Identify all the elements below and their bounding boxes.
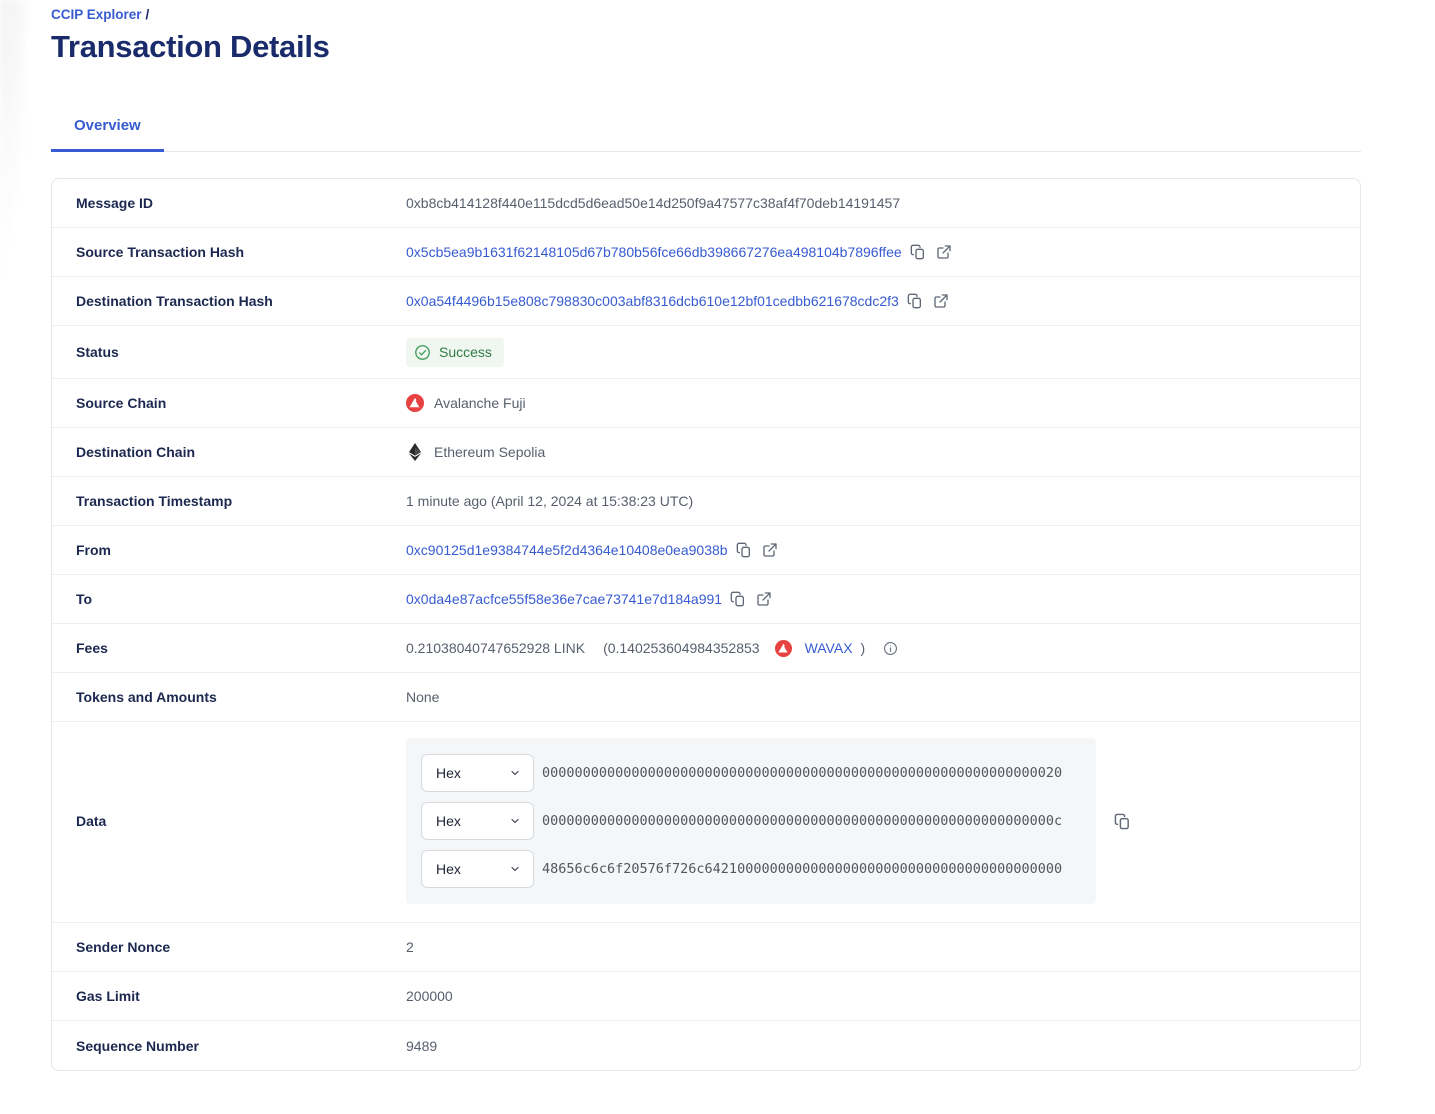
sender-nonce-label: Sender Nonce [76,939,171,955]
row-message-id: Message ID 0xb8cb414128f440e115dcd5d6ead… [52,179,1360,228]
copy-icon[interactable] [736,542,752,558]
hex-select-value: Hex [436,813,461,829]
row-data: Data Hex 0000000000000000000000000000000… [52,722,1360,923]
data-hex-row-2: Hex 000000000000000000000000000000000000… [421,802,1081,840]
copy-icon[interactable] [1114,813,1131,830]
message-id-label: Message ID [76,195,154,211]
hex-select-value: Hex [436,765,461,781]
sender-nonce-value: 2 [406,939,414,955]
tokens-value: None [406,689,440,705]
hex-data-value: 48656c6c6f20576f726c64210000000000000000… [542,861,1063,877]
avalanche-icon [774,639,792,657]
row-sender-nonce: Sender Nonce 2 [52,923,1360,972]
chevron-down-icon [509,863,521,875]
breadcrumb-separator: / [145,7,150,22]
source-tx-hash-label: Source Transaction Hash [76,244,245,260]
message-id-value: 0xb8cb414128f440e115dcd5d6ead50e14d250f9… [406,195,901,211]
to-address-link[interactable]: 0x0da4e87acfce55f58e36e7cae73741e7d184a9… [406,591,723,607]
dest-chain-name: Ethereum Sepolia [434,444,546,460]
tokens-label: Tokens and Amounts [76,689,217,705]
source-chain-label: Source Chain [76,395,167,411]
timestamp-label: Transaction Timestamp [76,493,233,509]
fees-token-link[interactable]: WAVAX [804,640,853,656]
info-icon[interactable] [883,641,898,656]
row-to: To 0x0da4e87acfce55f58e36e7cae73741e7d18… [52,575,1360,624]
row-gas-limit: Gas Limit 200000 [52,972,1360,1021]
row-dest-chain: Destination Chain Ethereum Sepolia [52,428,1360,477]
external-link-icon[interactable] [762,542,778,558]
hex-format-select[interactable]: Hex [421,850,534,888]
status-badge: Success [406,337,504,367]
fees-label: Fees [76,640,108,656]
row-status: Status Success [52,326,1360,379]
hex-data-value: 0000000000000000000000000000000000000000… [542,813,1063,829]
transaction-details-card: Message ID 0xb8cb414128f440e115dcd5d6ead… [51,178,1361,1071]
dest-chain-label: Destination Chain [76,444,196,460]
tab-bar: Overview [51,117,1361,152]
hex-data-value: 0000000000000000000000000000000000000000… [542,765,1063,781]
sequence-number-value: 9489 [406,1037,438,1054]
data-hex-row-3: Hex 48656c6c6f20576f726c6421000000000000… [421,850,1081,888]
dest-tx-hash-label: Destination Transaction Hash [76,293,273,309]
gas-limit-label: Gas Limit [76,988,140,1004]
breadcrumb: CCIP Explorer / [51,7,1361,22]
gas-limit-value: 200000 [406,988,453,1004]
sequence-number-label: Sequence Number [76,1037,199,1054]
from-address-link[interactable]: 0xc90125d1e9384744e5f2d4364e10408e0ea903… [406,542,728,558]
dest-tx-hash-link[interactable]: 0x0a54f4496b15e808c798830c003abf8316dcb6… [406,293,899,309]
hex-format-select[interactable]: Hex [421,754,534,792]
hex-select-value: Hex [436,861,461,877]
avalanche-icon [406,394,424,412]
row-fees: Fees 0.21038040747652928 LINK (0.1402536… [52,624,1360,673]
chevron-down-icon [509,767,521,779]
tab-overview[interactable]: Overview [51,117,164,152]
data-hex-box: Hex 000000000000000000000000000000000000… [406,738,1096,904]
row-tokens-and-amounts: Tokens and Amounts None [52,673,1360,722]
row-sequence-number: Sequence Number 9489 [52,1021,1360,1070]
fees-paren-close: ) [860,640,866,656]
row-from: From 0xc90125d1e9384744e5f2d4364e10408e0… [52,526,1360,575]
fees-amount: 0.21038040747652928 LINK [406,640,586,656]
row-timestamp: Transaction Timestamp 1 minute ago (Apri… [52,477,1360,526]
transaction-details-page: CCIP Explorer / Transaction Details Overv… [51,7,1361,1071]
source-chain-name: Avalanche Fuji [434,395,526,411]
copy-icon[interactable] [910,244,926,260]
check-circle-icon [414,344,431,361]
timestamp-value: 1 minute ago (April 12, 2024 at 15:38:23… [406,493,694,509]
row-source-chain: Source Chain Avalanche Fuji [52,379,1360,428]
status-label: Status [76,344,119,360]
to-label: To [76,591,93,607]
data-label: Data [76,813,107,829]
copy-icon[interactable] [907,293,923,309]
data-hex-row-1: Hex 000000000000000000000000000000000000… [421,754,1081,792]
hex-format-select[interactable]: Hex [421,802,534,840]
copy-icon[interactable] [730,591,746,607]
ethereum-icon [409,443,421,461]
fees-converted-amount: (0.140253604984352853 [603,640,760,656]
row-dest-tx-hash: Destination Transaction Hash 0x0a54f4496… [52,277,1360,326]
source-tx-hash-link[interactable]: 0x5cb5ea9b1631f62148105d67b780b56fce66db… [406,244,902,260]
external-link-icon[interactable] [756,591,772,607]
chevron-down-icon [509,815,521,827]
external-link-icon[interactable] [936,244,952,260]
status-badge-text: Success [439,344,492,360]
page-title: Transaction Details [51,29,330,64]
external-link-icon[interactable] [933,293,949,309]
breadcrumb-ccip-explorer-link[interactable]: CCIP Explorer [51,7,142,22]
row-source-tx-hash: Source Transaction Hash 0x5cb5ea9b1631f6… [52,228,1360,277]
from-label: From [76,542,111,558]
